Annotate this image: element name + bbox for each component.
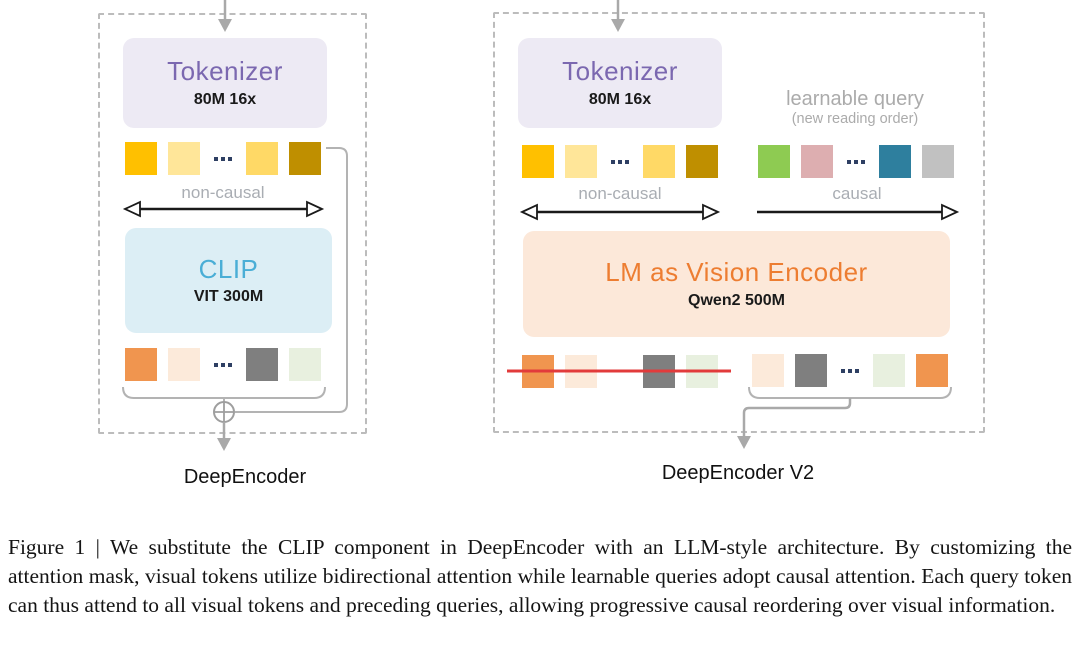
visual-token-row-left [125, 142, 321, 175]
lm-vision-encoder-title: LM as Vision Encoder [605, 257, 868, 288]
ellipsis-icon [608, 145, 632, 178]
token-square [168, 142, 200, 175]
token-square [125, 142, 157, 175]
token-square [643, 355, 675, 388]
token-square [686, 355, 718, 388]
tokenizer-title-right: Tokenizer [562, 56, 678, 87]
learnable-query-label: learnable query (new reading order) [755, 88, 955, 128]
token-square [873, 354, 905, 387]
token-square [879, 145, 911, 178]
token-square [758, 145, 790, 178]
ellipsis-icon [844, 145, 868, 178]
figure-caption: Figure 1 | We substitute the CLIP compon… [8, 534, 1072, 617]
token-square [643, 145, 675, 178]
tokenizer-subtitle-right: 80M 16x [588, 90, 652, 108]
lm-vision-encoder-subtitle: Qwen2 500M [688, 291, 785, 309]
clip-subtitle: VIT 300M [193, 288, 264, 306]
tokenizer-box-left: Tokenizer 80M 16x [123, 38, 327, 128]
token-square [522, 145, 554, 178]
token-square [922, 145, 954, 178]
clip-title: CLIP [198, 253, 259, 284]
tokenizer-subtitle-left: 80M 16x [193, 90, 257, 108]
learnable-query-title: learnable query [786, 88, 924, 110]
token-gap [608, 355, 632, 388]
causal-label: causal [832, 184, 882, 203]
token-square [522, 355, 554, 388]
output-token-row-left [125, 348, 321, 381]
token-square [289, 348, 321, 381]
token-square [289, 142, 321, 175]
deepencoder-v2-dashed-boundary [493, 12, 985, 433]
ellipsis-icon [838, 354, 862, 387]
visual-token-row-right [522, 145, 718, 178]
deepencoder-v2-label: DeepEncoder V2 [661, 462, 815, 484]
token-square [801, 145, 833, 178]
non-causal-label-left: non-causal [181, 183, 265, 202]
deepencoder-label: DeepEncoder [183, 466, 307, 488]
token-square [125, 348, 157, 381]
lm-vision-encoder-box: LM as Vision Encoder Qwen2 500M [523, 231, 950, 337]
deepencoder-dashed-boundary [98, 13, 367, 434]
ellipsis-icon [211, 142, 235, 175]
token-square [752, 354, 784, 387]
clip-encoder-box: CLIP VIT 300M [125, 228, 332, 333]
tokenizer-title-left: Tokenizer [167, 56, 283, 87]
learnable-query-token-row [758, 145, 954, 178]
token-square [246, 348, 278, 381]
token-square [246, 142, 278, 175]
non-causal-label-right: non-causal [578, 184, 662, 203]
dropped-output-token-row [522, 355, 718, 388]
kept-output-token-row [752, 354, 948, 387]
ellipsis-icon [211, 348, 235, 381]
token-square [795, 354, 827, 387]
token-square [565, 145, 597, 178]
token-square [565, 355, 597, 388]
learnable-query-subtitle: (new reading order) [791, 111, 919, 127]
token-square [686, 145, 718, 178]
token-square [916, 354, 948, 387]
token-square [168, 348, 200, 381]
tokenizer-box-right: Tokenizer 80M 16x [518, 38, 722, 128]
